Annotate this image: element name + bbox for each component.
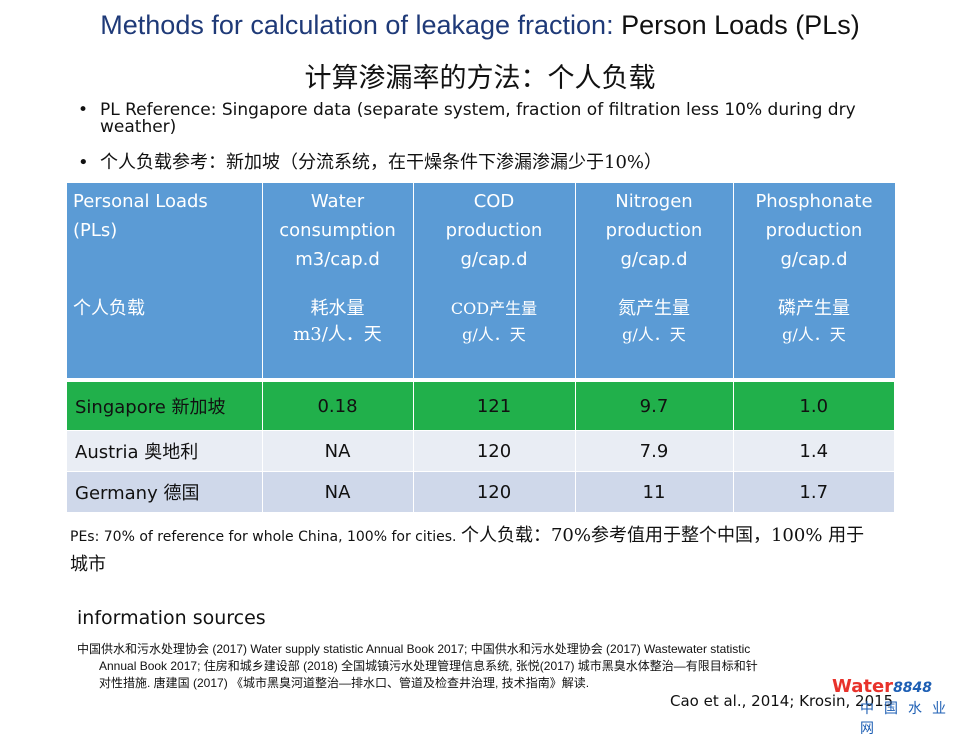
header-cn: 磷产生量 <box>778 298 850 319</box>
reference-line: Annual Book 2017; 住房和城乡建设部 (2018) 全国城镇污水… <box>99 659 758 673</box>
pes-note: PEs: 70% of reference for whole China, 1… <box>70 522 880 580</box>
watermark-cn: 中国水业网 <box>860 701 956 737</box>
header-text: consumption <box>279 220 396 241</box>
bullet-item: • PL Reference: Singapore data (separate … <box>78 102 878 136</box>
header-text: Nitrogen <box>615 191 693 212</box>
logo-num: 8848 <box>893 680 933 696</box>
title-part2: Person Loads (PLs) <box>613 10 860 40</box>
bullet-icon: • <box>78 152 89 173</box>
bullet-item: • 个人负载参考：新加坡（分流系统，在干燥条件下渗漏渗漏少于10%） <box>78 152 663 173</box>
table-cell: 1.4 <box>733 430 895 472</box>
title-part1: Methods for calculation of leakage fract… <box>100 10 614 40</box>
header-text: Personal Loads <box>73 191 208 212</box>
slide-title: Methods for calculation of leakage fract… <box>0 10 960 41</box>
table-cell: 7.9 <box>575 430 734 472</box>
table-cell: 11 <box>575 471 734 512</box>
table-row: Germany 德国 NA 120 11 1.7 <box>67 471 895 512</box>
table-cell: 0.18 <box>262 378 414 431</box>
header-text: m3/cap.d <box>295 249 380 270</box>
table-cell: 1.0 <box>733 378 895 431</box>
logo-brand: Water <box>832 676 894 697</box>
header-text: g/cap.d <box>460 249 528 270</box>
table-cell: 1.7 <box>733 471 895 512</box>
table-cell: Germany 德国 <box>67 471 263 512</box>
table-cell: 9.7 <box>575 378 734 431</box>
table-cell: Singapore 新加坡 <box>67 378 263 431</box>
table-row: Singapore 新加坡 0.18 121 9.7 1.0 <box>67 378 895 431</box>
table-cell: Austria 奥地利 <box>67 430 263 472</box>
header-water: Water consumption m3/cap.d 耗水量 m3/人．天 <box>262 183 414 380</box>
table-cell: 121 <box>413 378 576 431</box>
info-heading: information sources <box>77 607 266 629</box>
references: 中国供水和污水处理协会 (2017) Water supply statisti… <box>77 641 877 692</box>
header-cod: COD production g/cap.d COD产生量 g/人．天 <box>413 183 576 380</box>
reference-line: 对性措施. 唐建国 (2017) 《城市黑臭河道整治—排水口、管道及检查井治理,… <box>99 676 590 690</box>
header-text: g/cap.d <box>780 249 848 270</box>
table-cell: 120 <box>413 430 576 472</box>
table-cell: NA <box>262 471 414 512</box>
header-text: production <box>605 220 703 241</box>
header-cn: m3/人．天 <box>293 324 382 345</box>
bullet-icon: • <box>78 100 89 120</box>
header-cn: 耗水量 <box>310 298 365 319</box>
header-text: production <box>765 220 863 241</box>
header-phosphonate: Phosphonate production g/cap.d 磷产生量 g/人．天 <box>733 183 895 380</box>
slide-subtitle: 计算渗漏率的方法：个人负载 <box>304 63 656 94</box>
watermark-logo: Water8848 <box>832 676 932 697</box>
header-text: production <box>445 220 543 241</box>
header-cn: g/人．天 <box>622 325 686 344</box>
table-row: Austria 奥地利 NA 120 7.9 1.4 <box>67 430 895 472</box>
header-cn: 氮产生量 <box>618 298 690 319</box>
header-cn: g/人．天 <box>462 325 526 344</box>
header-text: g/cap.d <box>620 249 688 270</box>
pes-cn: 个人负载：70%参考值用于整个中国，100% 用于城市 <box>70 525 865 575</box>
header-text: (PLs) <box>73 220 118 241</box>
citation: Cao et al., 2014; Krosin, 2015 <box>670 692 894 710</box>
pes-en: PEs: 70% of reference for whole China, 1… <box>70 529 457 545</box>
header-cn: g/人．天 <box>782 325 846 344</box>
table-cell: NA <box>262 430 414 472</box>
reference-line: 中国供水和污水处理协会 (2017) Water supply statisti… <box>77 642 751 656</box>
personal-loads-table: Personal Loads (PLs) 个人负载 Water consumption… <box>67 183 895 512</box>
header-cn: 个人负载 <box>73 298 145 319</box>
header-personal-loads: Personal Loads (PLs) 个人负载 <box>67 183 263 380</box>
table-cell: 120 <box>413 471 576 512</box>
header-text: Water <box>310 191 365 212</box>
bullet-text: PL Reference: Singapore data (separate s… <box>100 100 856 137</box>
bullet-text: 个人负载参考：新加坡（分流系统，在干燥条件下渗漏渗漏少于10%） <box>100 152 663 173</box>
header-cn: COD产生量 <box>450 299 538 318</box>
header-nitrogen: Nitrogen production g/cap.d 氮产生量 g/人．天 <box>575 183 734 380</box>
table-header-row: Personal Loads (PLs) 个人负载 Water consumption… <box>67 183 895 380</box>
header-text: Phosphonate <box>755 191 873 212</box>
header-text: COD <box>473 191 515 212</box>
